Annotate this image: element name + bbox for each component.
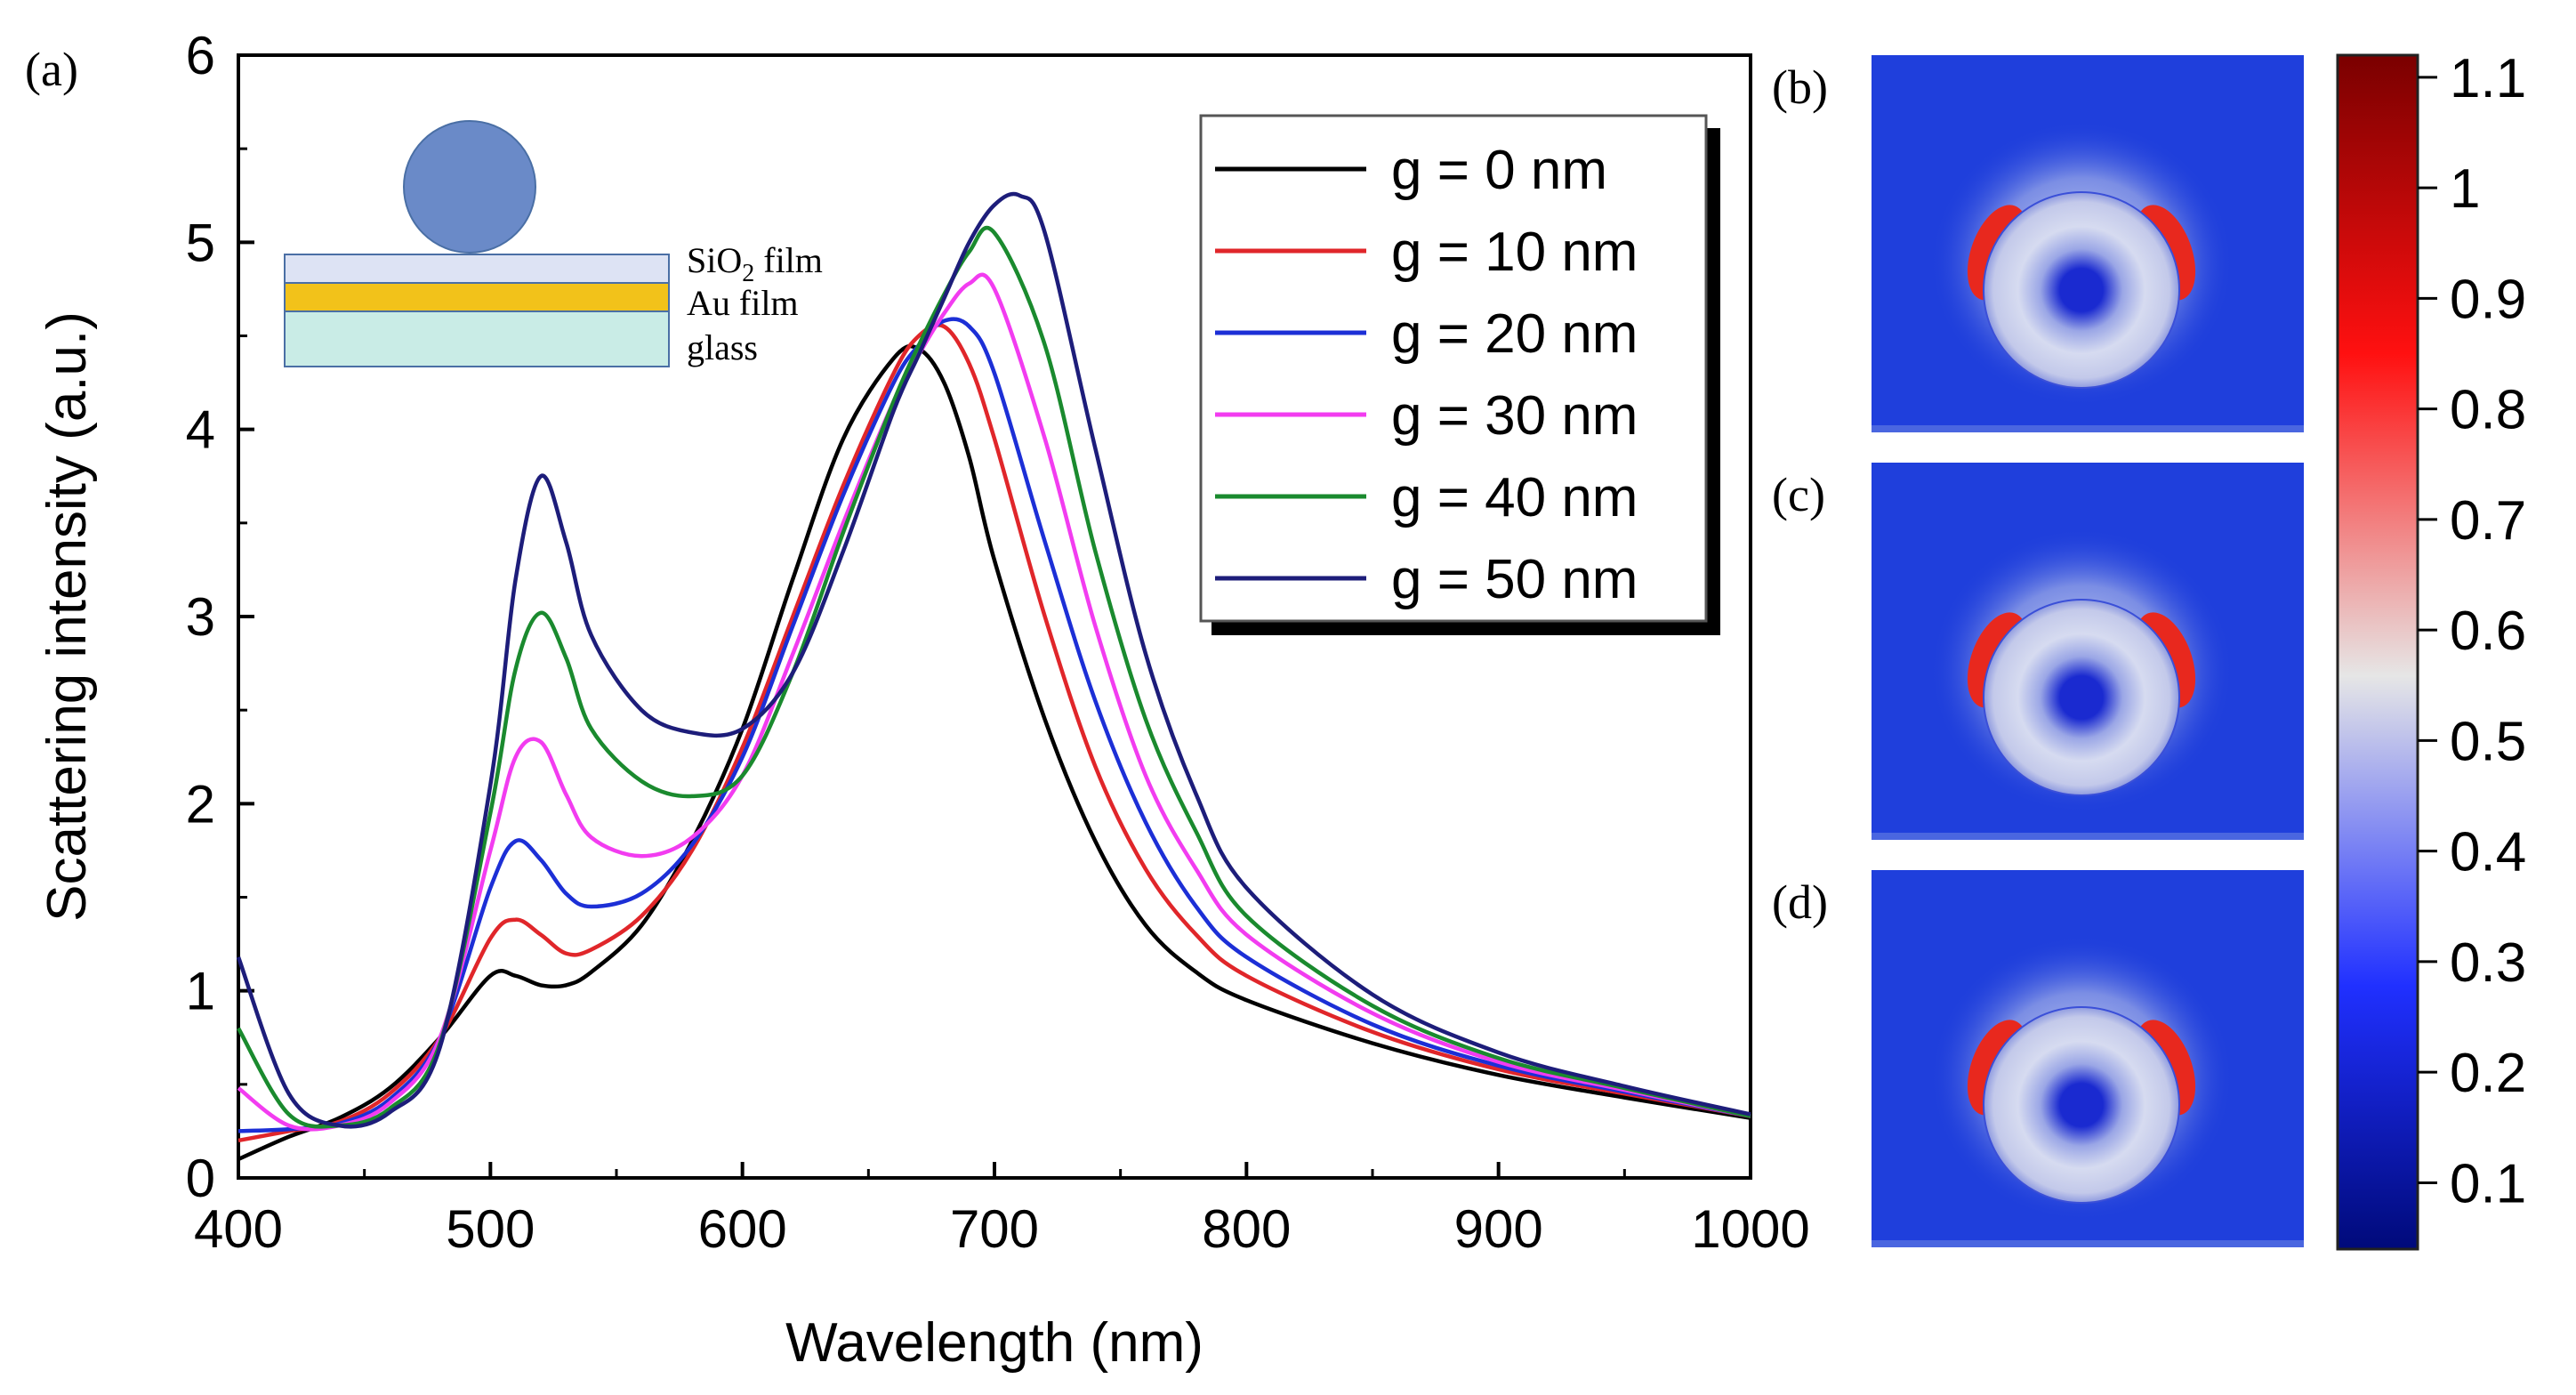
colorbar-tick-label: 0.9: [2450, 269, 2526, 330]
y-tick-label: 6: [186, 26, 215, 85]
series-line-1: [237, 322, 1751, 1143]
x-tick-label: 1000: [1691, 1199, 1809, 1259]
colorbar-tick-label: 0.6: [2450, 601, 2526, 662]
colorbar-tick-label: 0.8: [2450, 380, 2526, 441]
substrate-edge: [1872, 1240, 2304, 1247]
au-label: Au film: [687, 283, 799, 323]
nanosphere-field: [1983, 191, 2180, 389]
x-tick-label: 600: [698, 1199, 787, 1259]
panel-label-a: (a): [25, 43, 78, 96]
substrate-edge: [1872, 425, 2304, 432]
series-line-5: [236, 191, 1751, 1129]
series-group: [236, 191, 1751, 1162]
inset-schematic: SiO2 film Au film glass: [284, 120, 823, 367]
substrate-edge: [1872, 833, 2304, 840]
series-line-0: [237, 343, 1751, 1162]
x-axis-label: Wavelength (nm): [785, 1312, 1203, 1374]
y-axis-label: Scattering intensity (a.u.): [36, 311, 98, 922]
legend: g = 0 nm g = 10 nm g = 20 nm g = 30 nm g = 4…: [1199, 114, 1720, 635]
y-tick-label: 3: [186, 587, 215, 647]
x-tick-label: 900: [1454, 1199, 1543, 1259]
legend-label: g = 40 nm: [1391, 467, 1638, 528]
colorbar-tick-label: 0.4: [2450, 822, 2526, 883]
colorbar-tick-label: 0.1: [2450, 1153, 2526, 1214]
colorbar-ticks: 1.1 1 0.9 0.8 0.7 0.6 0.5 0.4 0.3 0.2 0.1: [2418, 48, 2526, 1214]
nanosphere-field: [1983, 599, 2180, 796]
y-tick-label: 0: [186, 1149, 215, 1208]
colorbar-tick-label: 1.1: [2450, 48, 2526, 109]
panel-label-c: (c): [1772, 468, 1825, 521]
legend-box: [1199, 114, 1708, 623]
legend-label: g = 0 nm: [1391, 140, 1607, 201]
panel-label-d: (d): [1772, 875, 1828, 929]
y-tick-label: 2: [186, 774, 215, 834]
legend-label: g = 10 nm: [1391, 222, 1638, 283]
legend-label: g = 20 nm: [1391, 303, 1638, 365]
nanosphere-icon: [403, 120, 536, 254]
colorbar-tick-label: 1: [2450, 158, 2480, 220]
legend-label: g = 50 nm: [1391, 549, 1638, 610]
field-map-b: [1872, 55, 2304, 432]
series-line-4: [237, 225, 1751, 1129]
y-tick-label: 5: [186, 213, 215, 272]
colorbar-tick-label: 0.7: [2450, 490, 2526, 552]
colorbar: 1.1 1 0.9 0.8 0.7 0.6 0.5 0.4 0.3 0.2 0.1: [2336, 48, 2526, 1251]
sio2-label: SiO2 film: [687, 240, 823, 287]
legend-items: g = 0 nm g = 10 nm g = 20 nm g = 30 nm g = 4…: [1215, 140, 1638, 610]
field-map-c: [1872, 463, 2304, 840]
colorbar-tick-label: 0.5: [2450, 711, 2526, 772]
glass-label: glass: [687, 327, 758, 367]
y-tick-label: 4: [186, 400, 215, 460]
series-line-2: [237, 317, 1751, 1133]
y-axis-ticks: 0 1 2 3 4 5 6: [186, 26, 254, 1208]
au-layer: [284, 282, 670, 312]
glass-layer: [284, 310, 670, 367]
sio2-layer: [284, 254, 670, 284]
legend-label: g = 30 nm: [1391, 385, 1638, 447]
y-tick-label: 1: [186, 962, 215, 1021]
panel-label-b: (b): [1772, 60, 1828, 114]
colorbar-gradient: [2336, 53, 2419, 1251]
x-tick-label: 500: [446, 1199, 535, 1259]
x-axis-ticks: 400 500 600 700 800 900 1000: [194, 1162, 1810, 1259]
field-map-d: [1872, 870, 2304, 1247]
field-maps: [1872, 55, 2304, 1247]
x-tick-label: 700: [950, 1199, 1039, 1259]
x-tick-label: 400: [194, 1199, 283, 1259]
x-tick-label: 800: [1202, 1199, 1291, 1259]
colorbar-tick-label: 0.2: [2450, 1043, 2526, 1104]
colorbar-tick-label: 0.3: [2450, 932, 2526, 994]
nanosphere-field: [1983, 1006, 2180, 1204]
